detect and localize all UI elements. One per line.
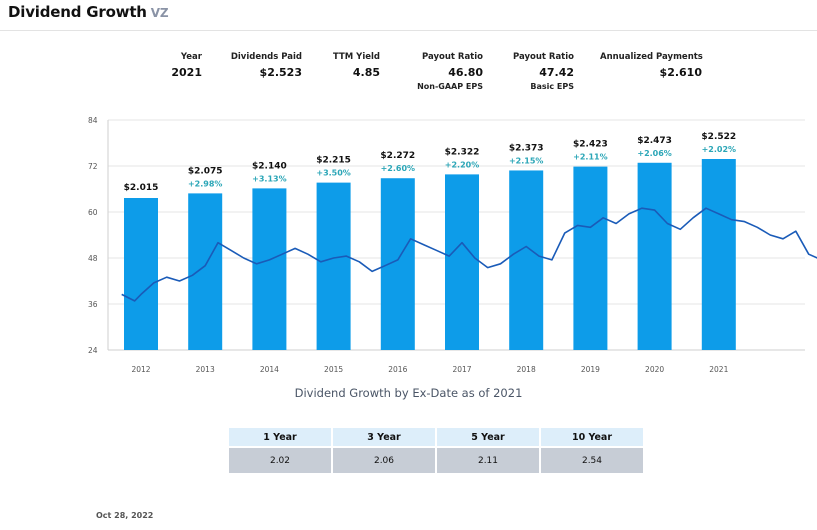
bar-value-label: $2.522 <box>701 132 736 142</box>
bar-value-label: $2.215 <box>316 156 351 166</box>
x-tick-label: 2016 <box>388 365 407 374</box>
stat-value: 4.85 <box>352 66 380 79</box>
stat-label: Payout Ratio <box>421 52 483 62</box>
y-tick-label: 48 <box>88 254 98 263</box>
bar-growth-label: +2.15% <box>509 156 543 165</box>
x-tick-label: 2013 <box>196 365 215 374</box>
x-tick-label: 2012 <box>131 365 150 374</box>
stat-sub: Non-GAAP EPS <box>417 82 483 91</box>
dividend-bar <box>380 178 415 350</box>
growth-value-1y: 2.02 <box>229 446 333 473</box>
growth-table: 1 Year 3 Year 5 Year 10 Year 2.02 2.06 2… <box>229 428 643 473</box>
stat-annualized-payments: Annualized Payments $2.610 <box>600 52 703 79</box>
growth-header-3y: 3 Year <box>332 428 437 447</box>
stat-payout-ratio-basic: Payout Ratio 47.42 Basic EPS <box>500 52 574 91</box>
x-tick-label: 2020 <box>645 365 664 374</box>
bar-growth-label: +2.06% <box>637 149 671 158</box>
growth-value-10y: 2.54 <box>540 446 643 473</box>
stat-payout-ratio-non-gaap: Payout Ratio 46.80 Non-GAAP EPS <box>405 52 483 91</box>
stat-value: $2.523 <box>259 66 302 79</box>
y-tick-label: 24 <box>88 346 98 355</box>
as-of-date: Oct 28, 2022 <box>96 511 154 520</box>
x-tick-label: 2015 <box>324 365 343 374</box>
bar-value-label: $2.322 <box>445 147 480 157</box>
x-tick-label: 2021 <box>709 365 728 374</box>
bar-value-label: $2.473 <box>637 136 672 146</box>
y-tick-label: 72 <box>88 162 98 171</box>
dividend-chart: 84 72 60 48 36 24 $2.015 2012 $2.075 +2.98% 2013 $2… <box>88 116 817 374</box>
bar-growth-label: +2.11% <box>573 153 607 162</box>
y-tick-label: 36 <box>88 300 98 309</box>
stat-ttm-yield: TTM Yield 4.85 <box>320 52 380 79</box>
bar-value-label: $2.075 <box>188 166 223 176</box>
x-tick-label: 2014 <box>260 365 279 374</box>
stat-value: 47.42 <box>539 66 574 79</box>
y-tick-label: 60 <box>88 208 98 217</box>
x-tick-label: 2017 <box>452 365 471 374</box>
growth-header-10y: 10 Year <box>540 428 643 447</box>
stat-label: Dividends Paid <box>230 52 302 62</box>
title-text: Dividend Growth <box>8 3 147 21</box>
dividend-bar <box>188 193 223 350</box>
stat-sub: Basic EPS <box>530 82 574 91</box>
bar-growth-label: +3.50% <box>316 169 350 178</box>
dividend-bar <box>445 174 479 350</box>
dividend-bar <box>701 159 736 350</box>
dividend-bar <box>637 162 672 350</box>
stat-value: 46.80 <box>448 66 483 79</box>
growth-value-5y: 2.11 <box>436 446 541 473</box>
bar-growth-label: +2.20% <box>445 160 479 169</box>
growth-value-3y: 2.06 <box>332 446 437 473</box>
stat-label: Payout Ratio <box>512 52 574 62</box>
price-line <box>121 207 817 302</box>
growth-table-header-row: 1 Year 3 Year 5 Year 10 Year <box>229 428 643 447</box>
dividend-bar <box>252 188 287 350</box>
stat-year: Year 2021 <box>150 52 202 79</box>
x-tick-label: 2019 <box>581 365 600 374</box>
bar-growth-label: +2.02% <box>702 145 736 154</box>
growth-header-1y: 1 Year <box>229 428 333 447</box>
bar-value-label: $2.272 <box>380 151 415 161</box>
stat-label: Annualized Payments <box>600 52 703 62</box>
dividend-bar <box>316 182 351 350</box>
bar-growth-label: +2.60% <box>381 164 415 173</box>
bar-growth-label: +2.98% <box>188 179 222 188</box>
bar-value-label: $2.373 <box>509 143 544 153</box>
x-tick-label: 2018 <box>517 365 536 374</box>
dividend-bar <box>124 198 158 350</box>
stat-value: $2.610 <box>659 66 702 79</box>
dividend-bar <box>509 170 544 350</box>
dividend-bar <box>573 166 608 350</box>
ticker-symbol: VZ <box>150 6 169 20</box>
stat-label: TTM Yield <box>332 52 380 62</box>
growth-table-value-row: 2.02 2.06 2.11 2.54 <box>229 446 643 473</box>
header-bar: Dividend Growth VZ <box>0 0 817 31</box>
bar-growth-label: +3.13% <box>252 174 286 183</box>
y-tick-label: 84 <box>88 116 98 125</box>
stat-value: 2021 <box>171 66 202 79</box>
bar-value-label: $2.140 <box>252 161 287 171</box>
page-title: Dividend Growth VZ <box>8 3 169 21</box>
chart-caption: Dividend Growth by Ex-Date as of 2021 <box>294 386 523 400</box>
bar-value-label: $2.423 <box>573 140 608 150</box>
stat-dividends-paid: Dividends Paid $2.523 <box>222 52 302 79</box>
stat-label: Year <box>180 52 202 62</box>
bar-value-label: $2.015 <box>124 183 159 193</box>
growth-header-5y: 5 Year <box>436 428 541 447</box>
